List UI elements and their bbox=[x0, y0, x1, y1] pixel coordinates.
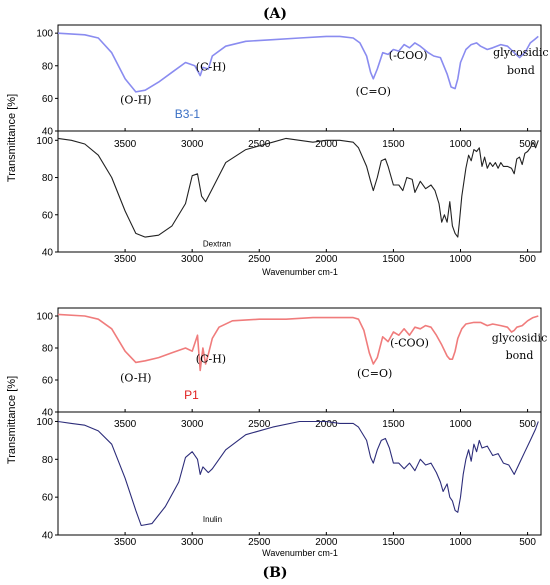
y-tick-label: 60 bbox=[42, 376, 54, 387]
y-tick-label: 80 bbox=[42, 173, 54, 184]
y-tick-label: 80 bbox=[42, 455, 54, 466]
x-tick-label: 1500 bbox=[382, 254, 405, 265]
y-tick-label: 100 bbox=[36, 29, 53, 40]
y-tick-label: 100 bbox=[36, 136, 53, 147]
peak-annotation: bond bbox=[507, 64, 535, 77]
y-tick-label: 60 bbox=[42, 210, 54, 221]
x-tick-label: 3500 bbox=[114, 254, 137, 265]
x-tick-label: 500 bbox=[519, 419, 536, 430]
x-tick-label: 1000 bbox=[449, 254, 472, 265]
peak-annotation: glycosidic bbox=[492, 332, 547, 345]
x-tick-label: 3500 bbox=[114, 139, 137, 150]
x-tick-label: 2000 bbox=[315, 419, 338, 430]
x-tick-label: 1000 bbox=[449, 139, 472, 150]
peak-annotation: glycosidic bbox=[493, 46, 548, 59]
reference-label: Inulin bbox=[203, 515, 222, 524]
x-tick-label: 1500 bbox=[382, 139, 405, 150]
series-line-inulin bbox=[57, 420, 539, 527]
sample-label: P1 bbox=[184, 388, 199, 402]
y-tick-label: 100 bbox=[36, 417, 53, 428]
y-tick-label: 40 bbox=[42, 127, 54, 138]
y-tick-label: 60 bbox=[42, 493, 54, 504]
y-tick-label: 100 bbox=[36, 312, 53, 323]
y-tick-label: 40 bbox=[42, 531, 54, 542]
panel-label-b: (B) bbox=[262, 565, 287, 581]
top-plot-frame bbox=[57, 24, 542, 132]
sample-label: B3-1 bbox=[175, 107, 201, 121]
y-tick-label: 80 bbox=[42, 344, 54, 355]
y-tick-label: 60 bbox=[42, 94, 54, 105]
x-tick-label: 2500 bbox=[248, 419, 271, 430]
x-tick-label: 1000 bbox=[449, 419, 472, 430]
peak-annotation: (C-H) bbox=[196, 61, 226, 74]
y-tick-label: 40 bbox=[42, 248, 54, 259]
x-tick-label: 3500 bbox=[114, 537, 137, 548]
x-tick-label: 2000 bbox=[315, 254, 338, 265]
peak-annotation: (O-H) bbox=[120, 372, 151, 385]
x-tick-label: 3500 bbox=[114, 419, 137, 430]
x-tick-label: 500 bbox=[519, 139, 536, 150]
reference-label: Dextran bbox=[203, 239, 231, 248]
x-tick-label: 3000 bbox=[181, 254, 204, 265]
x-tick-label: 3000 bbox=[181, 537, 204, 548]
y-tick-label: 80 bbox=[42, 61, 54, 72]
x-axis-title-a: Wavenumber cm-1 bbox=[262, 267, 338, 277]
series-line-p1 bbox=[57, 313, 539, 372]
peak-annotation: (C=O) bbox=[357, 367, 392, 380]
x-tick-label: 3000 bbox=[181, 139, 204, 150]
peak-annotation: bond bbox=[506, 349, 534, 362]
x-axis-title-b: Wavenumber cm-1 bbox=[262, 548, 338, 558]
y-axis-label-b: Transmittance [%] bbox=[6, 376, 18, 464]
peak-annotation: (C=O) bbox=[356, 85, 391, 98]
x-tick-label: 2500 bbox=[248, 139, 271, 150]
y-tick-label: 40 bbox=[42, 408, 54, 419]
x-tick-label: 2500 bbox=[248, 254, 271, 265]
x-tick-label: 500 bbox=[519, 537, 536, 548]
peak-annotation: (O-H) bbox=[120, 93, 151, 106]
x-tick-label: 500 bbox=[519, 254, 536, 265]
peak-annotation: (-COO) bbox=[389, 49, 428, 62]
x-tick-label: 1500 bbox=[382, 419, 405, 430]
panel-label-a: (A) bbox=[263, 6, 287, 22]
series-line-b3-1 bbox=[57, 32, 539, 93]
x-tick-label: 3000 bbox=[181, 419, 204, 430]
series-line-dextran bbox=[57, 137, 539, 238]
bottom-plot-frame bbox=[57, 130, 542, 253]
x-tick-label: 2500 bbox=[248, 537, 271, 548]
y-axis-label-a: Transmittance [%] bbox=[6, 94, 18, 182]
x-tick-label: 2000 bbox=[315, 537, 338, 548]
x-tick-label: 1000 bbox=[449, 537, 472, 548]
bottom-plot-frame bbox=[57, 411, 542, 536]
x-tick-label: 2000 bbox=[315, 139, 338, 150]
peak-annotation: (-COO) bbox=[390, 336, 429, 349]
peak-annotation: (C-H) bbox=[196, 352, 226, 365]
x-tick-label: 1500 bbox=[382, 537, 405, 548]
